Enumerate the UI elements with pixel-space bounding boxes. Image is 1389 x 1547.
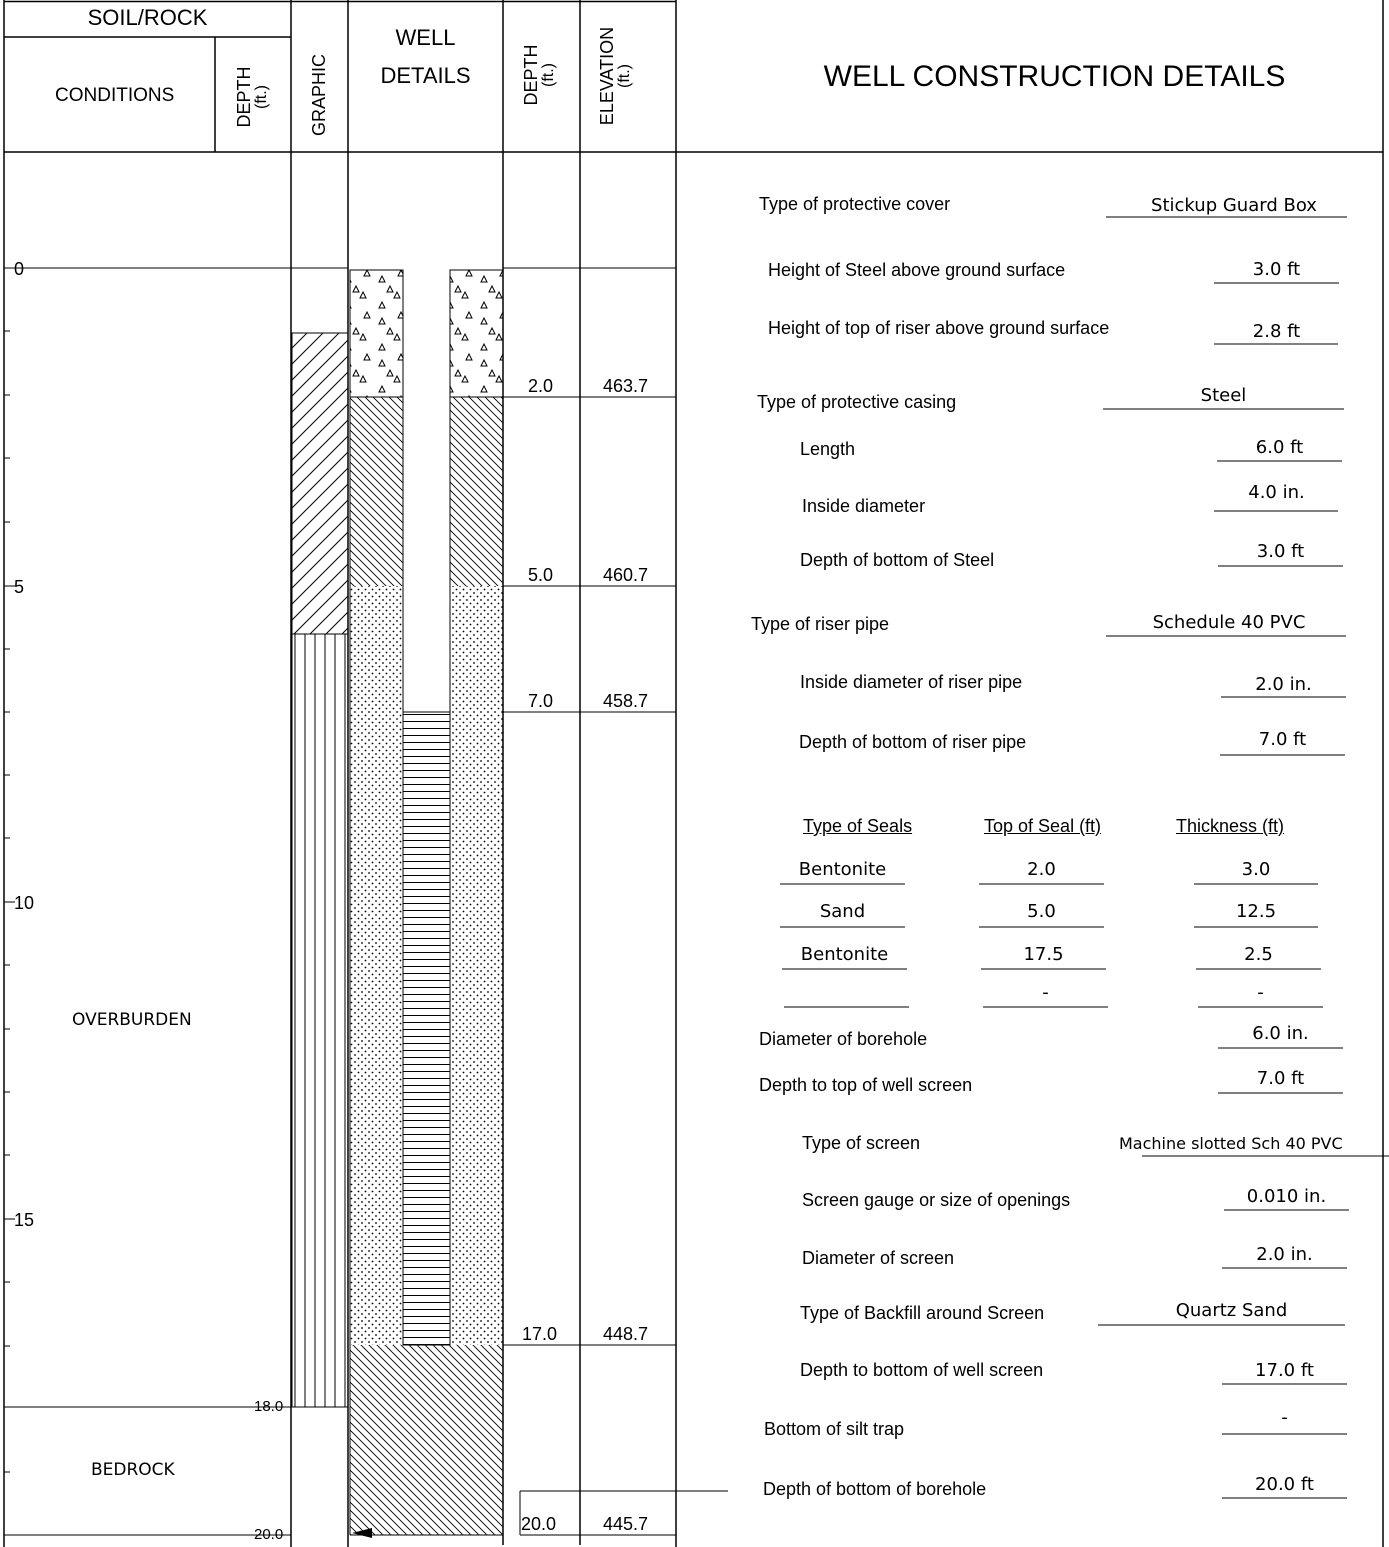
level-elevation: 445.7: [603, 1514, 649, 1534]
level-depth: 20.0: [521, 1514, 557, 1534]
detail-value: 4.0 in.: [1248, 482, 1305, 503]
detail-value: 3.0 ft: [1252, 259, 1301, 280]
level-elevation: 458.7: [603, 691, 649, 711]
detail-value: 7.0 ft: [1258, 729, 1307, 750]
seal-cell: -: [1257, 982, 1264, 1003]
detail-value: 2.0 in.: [1256, 1244, 1313, 1265]
detail-label: Type of protective cover: [759, 194, 951, 214]
seal-cell: 3.0: [1241, 859, 1271, 880]
detail-label: Depth of bottom of Steel: [800, 550, 995, 570]
level-depth: 7.0: [528, 691, 554, 711]
detail-label: Screen gauge or size of openings: [802, 1190, 1071, 1210]
level-elevation: 460.7: [603, 565, 649, 585]
seal-cell: Bentonite: [800, 944, 889, 965]
detail-label: Inside diameter: [802, 496, 926, 516]
detail-label: Type of protective casing: [757, 392, 957, 412]
detail-value: 20.0 ft: [1255, 1474, 1314, 1495]
detail-value: Schedule 40 PVC: [1152, 612, 1306, 633]
detail-value: 17.0 ft: [1255, 1360, 1314, 1381]
level-elevation: 448.7: [603, 1324, 649, 1344]
level-depth: 2.0: [528, 376, 554, 396]
seal-cell: 2.5: [1244, 944, 1273, 965]
detail-value: 3.0 ft: [1256, 541, 1305, 562]
depth-tick-label: 0: [14, 259, 25, 279]
seal-cell: Bentonite: [798, 859, 887, 880]
detail-label: Type of Backfill around Screen: [800, 1303, 1045, 1323]
soil-rock-header: SOIL/ROCK: [87, 5, 208, 30]
seals-header: Type of Seals: [803, 816, 913, 836]
elevation-header-label: ELEVATION: [597, 26, 617, 126]
detail-value: Quartz Sand: [1175, 1300, 1288, 1321]
details-header: DETAILS: [380, 63, 471, 88]
detail-label: Depth to top of well screen: [759, 1075, 973, 1095]
detail-value: -: [1281, 1407, 1288, 1428]
depth-tick-label: 10: [14, 893, 35, 913]
depth-header-1-unit: (ft.): [252, 85, 270, 109]
seal-cell: 5.0: [1027, 901, 1056, 922]
detail-label: Type of screen: [802, 1133, 921, 1153]
detail-value: 6.0 in.: [1252, 1023, 1309, 1044]
depth-tick-label: 15: [14, 1210, 35, 1230]
detail-label: Depth of bottom of borehole: [763, 1479, 987, 1499]
stratum-overburden: OVERBURDEN: [72, 1010, 192, 1030]
seals-header: Top of Seal (ft): [984, 816, 1102, 836]
detail-label: Length: [800, 439, 856, 459]
stratum-bottom-label: 18.0: [254, 1398, 284, 1415]
level-depth: 17.0: [522, 1324, 558, 1344]
elevation-header: ELEVATION (ft.): [597, 26, 638, 126]
seal-cell: 17.5: [1023, 944, 1064, 965]
detail-value: 7.0 ft: [1256, 1068, 1305, 1089]
depth-header-2-label: DEPTH: [521, 44, 541, 106]
conditions-header: CONDITIONS: [55, 85, 175, 106]
detail-label: Height of Steel above ground surface: [768, 260, 1066, 280]
depth-header-2: DEPTH (ft.): [521, 35, 562, 115]
depth-header-1: DEPTH (ft.): [234, 57, 271, 137]
detail-label: Diameter of screen: [802, 1248, 955, 1268]
detail-value: 2.0 in.: [1255, 674, 1312, 695]
detail-value: 2.8 ft: [1252, 321, 1301, 342]
seals-header: Thickness (ft): [1176, 816, 1285, 836]
detail-label: Height of top of riser above ground surf…: [768, 318, 1110, 338]
detail-value: 0.010 in.: [1246, 1186, 1327, 1207]
stratum-bedrock: BEDROCK: [91, 1460, 175, 1480]
seal-cell: 2.0: [1027, 859, 1056, 880]
depth-header-2-unit: (ft.): [539, 63, 557, 87]
graphic-header: GRAPHIC: [309, 53, 329, 136]
detail-label: Bottom of silt trap: [764, 1419, 905, 1439]
detail-value: 6.0 ft: [1255, 437, 1304, 458]
detail-label: Inside diameter of riser pipe: [800, 672, 1023, 692]
detail-label: Type of riser pipe: [751, 614, 890, 634]
detail-value: Stickup Guard Box: [1151, 195, 1317, 216]
depth-header-1-label: DEPTH: [234, 66, 254, 128]
seal-cell: 12.5: [1235, 901, 1277, 922]
well-header: WELL: [395, 25, 456, 50]
seal-cell: -: [1042, 982, 1049, 1003]
detail-value: Machine slotted Sch 40 PVC: [1119, 1134, 1343, 1153]
detail-label: Depth to bottom of well screen: [800, 1360, 1044, 1380]
seal-cell: Sand: [819, 901, 866, 922]
detail-value: Steel: [1200, 385, 1247, 406]
depth-tick-label: 5: [14, 577, 25, 597]
elevation-header-unit: (ft.): [615, 64, 633, 88]
detail-label: Depth of bottom of riser pipe: [799, 732, 1027, 752]
level-elevation: 463.7: [603, 376, 649, 396]
level-depth: 5.0: [528, 565, 554, 585]
detail-label: Diameter of borehole: [759, 1029, 928, 1049]
page-title: WELL CONSTRUCTION DETAILS: [823, 60, 1286, 93]
stratum-bottom-label: 20.0: [254, 1526, 284, 1543]
